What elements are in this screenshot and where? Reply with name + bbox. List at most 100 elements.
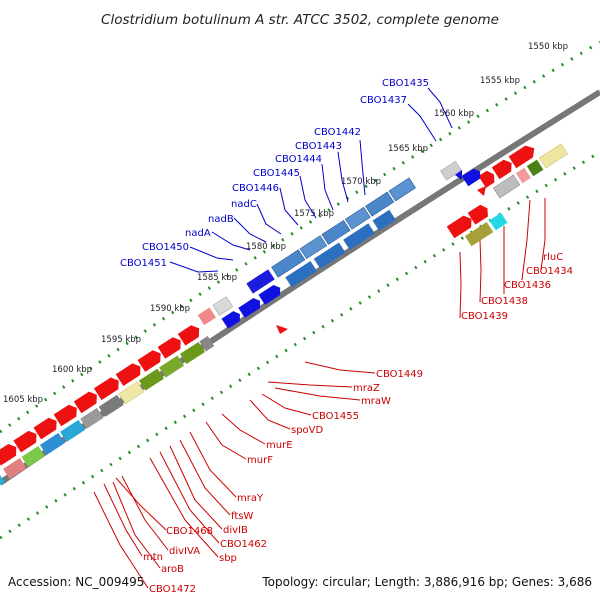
gene-feature — [526, 159, 544, 177]
gene-feature — [73, 391, 97, 414]
gene-feature — [93, 377, 119, 401]
gene-label: CBO1444 — [275, 154, 322, 165]
gene-label: CBO1435 — [382, 78, 429, 89]
gene-feature — [21, 445, 45, 467]
gene-feature — [477, 186, 486, 196]
gene-label: nadA — [185, 228, 211, 239]
gene-label: CBO1450 — [142, 242, 189, 253]
gene-label: nadB — [208, 214, 234, 225]
red-leader-lines-lower — [93, 361, 376, 589]
gene-label: CBO1462 — [220, 539, 267, 550]
gene-label: CBO1451 — [120, 258, 167, 269]
gene-label: CBO1472 — [149, 584, 196, 595]
gene-feature — [221, 311, 240, 329]
gene-label: nadC — [231, 199, 257, 210]
kbp-label: 1600 kbp — [52, 365, 92, 375]
gene-label: aroB — [161, 564, 184, 575]
gene-feature — [515, 167, 531, 184]
gene-feature — [199, 335, 215, 352]
gene-label: divIB — [223, 525, 248, 536]
gene-feature — [238, 298, 261, 318]
blue-leader-lines — [169, 87, 453, 273]
kbp-label: 1565 kbp — [388, 144, 428, 154]
blue-gene-labels: CBO1435 CBO1437 CBO1442 CBO1443 CBO1444 … — [120, 78, 429, 269]
gene-feature — [489, 212, 508, 231]
gene-feature — [492, 174, 521, 199]
gene-label: murF — [247, 455, 273, 466]
gene-feature — [0, 443, 17, 466]
gene-feature — [313, 242, 346, 269]
gene-label: mraZ — [353, 383, 380, 394]
gene-feature — [60, 419, 86, 442]
gene-feature — [491, 159, 512, 180]
gene-feature — [299, 235, 328, 260]
gene-feature — [276, 325, 288, 334]
gene-label: CBO1439 — [461, 311, 508, 322]
kbp-label: 1570 kbp — [341, 177, 381, 187]
gene-feature — [343, 223, 375, 250]
gene-label: mraY — [237, 493, 264, 504]
gene-feature — [344, 206, 371, 230]
upper-right-gene-features — [440, 143, 569, 247]
gene-label: CBO1442 — [314, 127, 361, 138]
gene-label: CBO1436 — [504, 280, 551, 291]
gene-label: CBO1434 — [526, 266, 573, 277]
gene-feature — [285, 260, 317, 288]
gene-feature — [508, 145, 535, 169]
kbp-label: 1590 kbp — [150, 304, 190, 314]
gene-feature — [159, 355, 185, 378]
gene-feature — [138, 368, 164, 391]
gene-feature — [53, 404, 77, 427]
gene-feature — [455, 170, 462, 180]
gene-feature — [80, 407, 104, 429]
kbp-label: 1580 kbp — [246, 242, 286, 252]
kbp-label: 1555 kbp — [480, 76, 520, 86]
gene-feature — [461, 168, 481, 187]
gene-label: spoVD — [291, 425, 324, 436]
gene-feature — [39, 432, 65, 455]
gene-feature — [321, 219, 351, 245]
map-title: Clostridium botulinum A str. ATCC 3502, … — [101, 12, 499, 28]
gene-feature — [464, 222, 494, 247]
kbp-label: 1605 kbp — [3, 395, 43, 405]
gene-label: divIVA — [169, 546, 200, 557]
kbp-label: 1550 kbp — [528, 42, 568, 52]
gene-feature — [3, 457, 27, 479]
gene-label: ftsW — [231, 511, 253, 522]
gene-label: mtn — [143, 552, 163, 563]
red-leader-lines-upper — [459, 198, 546, 319]
outer-tick-ring — [0, 40, 600, 434]
gene-label: CBO1437 — [360, 95, 407, 106]
gene-feature — [478, 170, 495, 188]
accession-text: Accession: NC_009495 — [8, 575, 144, 589]
kbp-label: 1585 kbp — [197, 273, 237, 283]
gene-feature — [137, 350, 161, 372]
gene-feature — [467, 204, 488, 225]
gene-label: sbp — [219, 553, 237, 564]
gene-feature — [446, 215, 472, 239]
gene-feature — [157, 337, 181, 359]
gene-label: mraW — [361, 396, 391, 407]
gene-feature — [539, 143, 569, 169]
gene-feature — [365, 191, 395, 217]
gene-feature — [372, 209, 396, 231]
red-gene-labels-upper: rluC CBO1434 CBO1436 CBO1438 CBO1439 — [461, 252, 573, 322]
gene-label: rluC — [543, 252, 563, 263]
gene-feature — [212, 296, 234, 316]
gene-label: CBO1446 — [232, 183, 279, 194]
gene-feature — [177, 325, 200, 346]
blue-gene-features — [197, 177, 416, 329]
gene-feature — [13, 430, 37, 453]
gene-feature — [271, 249, 306, 278]
gene-feature — [258, 284, 281, 305]
gene-feature — [115, 363, 141, 386]
gene-label: CBO1445 — [253, 168, 300, 179]
gene-feature — [197, 307, 217, 326]
gene-label: CBO1449 — [376, 369, 423, 380]
genome-summary-text: Topology: circular; Length: 3,886,916 bp… — [261, 575, 592, 589]
red-gene-labels-lower: CBO1449 mraZ mraW CBO1455 spoVD murE mur… — [143, 369, 423, 595]
gene-label: CBO1455 — [312, 411, 359, 422]
kbp-label: 1560 kbp — [434, 109, 474, 119]
